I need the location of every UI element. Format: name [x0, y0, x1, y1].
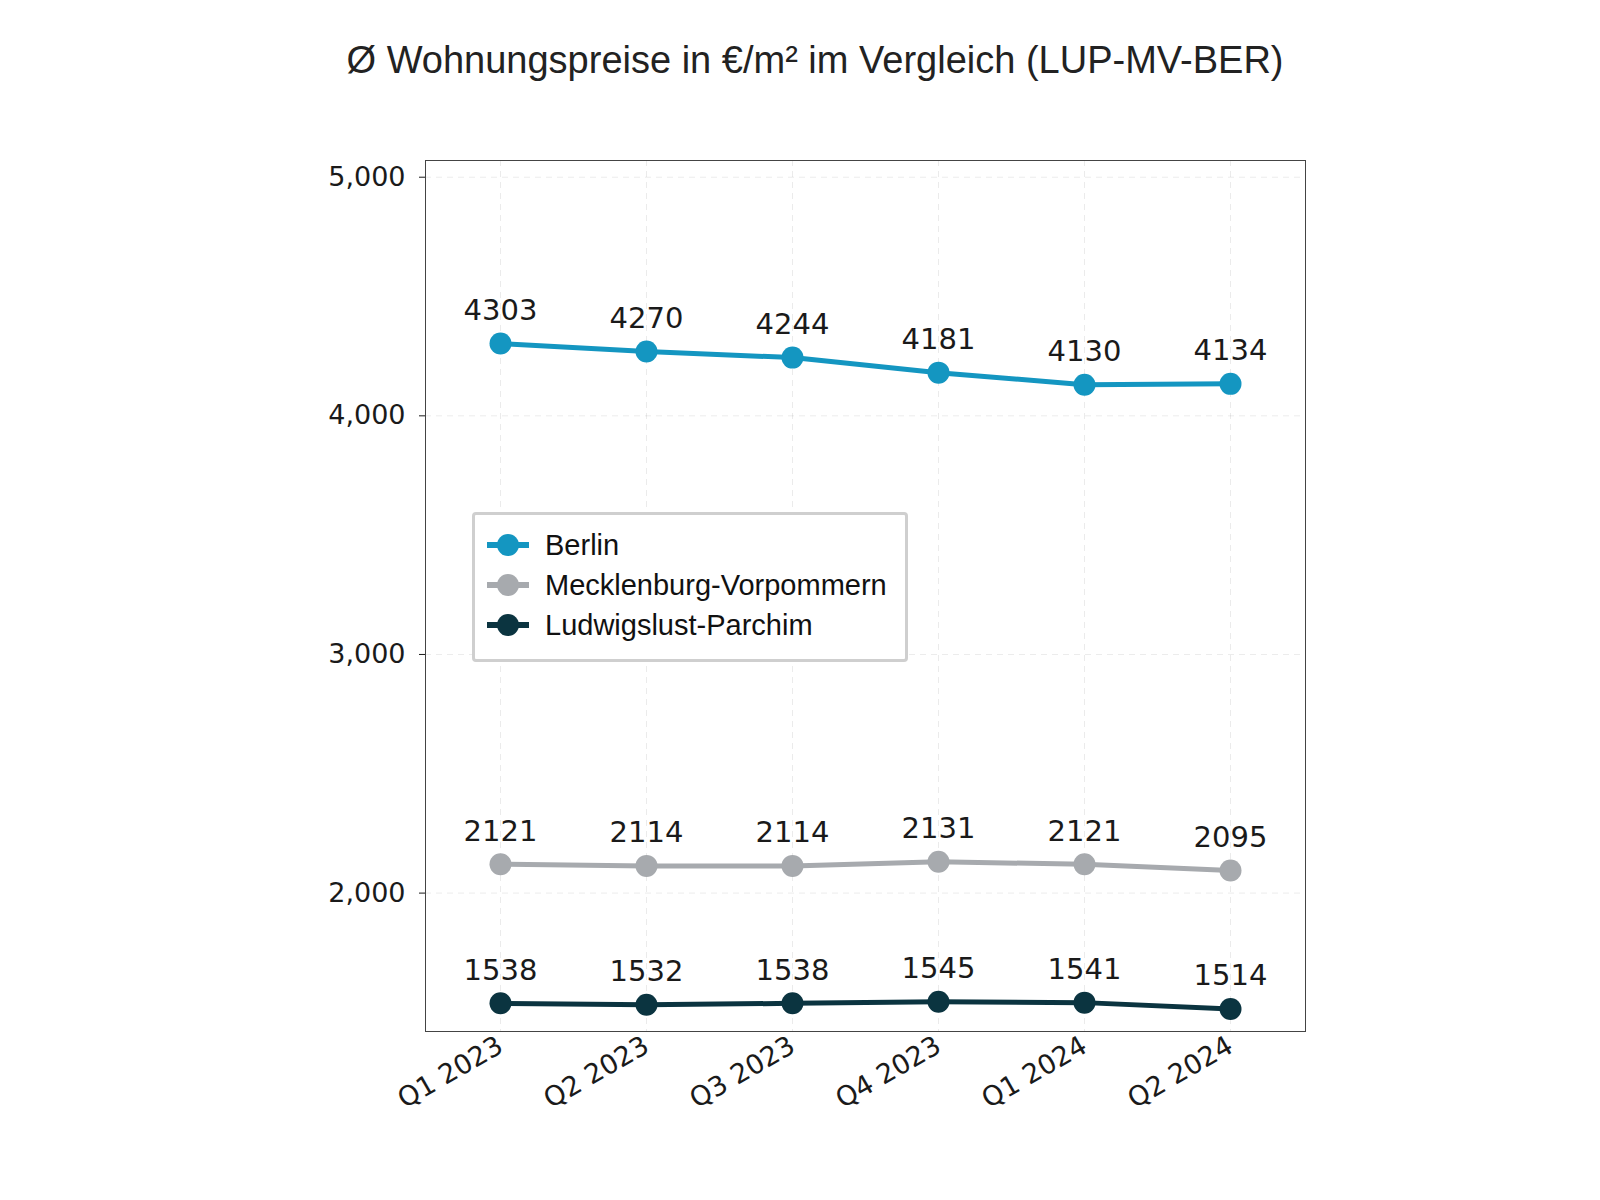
- svg-text:4270: 4270: [610, 301, 684, 335]
- svg-text:1538: 1538: [464, 953, 538, 987]
- svg-text:Q1 2024: Q1 2024: [976, 1029, 1092, 1114]
- svg-text:Q1 2023: Q1 2023: [392, 1029, 508, 1114]
- svg-text:5,000: 5,000: [328, 161, 405, 192]
- svg-text:Q2 2024: Q2 2024: [1122, 1029, 1238, 1114]
- svg-text:2,000: 2,000: [328, 877, 405, 908]
- svg-text:2131: 2131: [902, 811, 976, 845]
- svg-text:4244: 4244: [756, 307, 830, 341]
- svg-text:Q4 2023: Q4 2023: [830, 1029, 946, 1114]
- svg-text:1538: 1538: [756, 953, 830, 987]
- svg-text:3,000: 3,000: [328, 638, 405, 669]
- svg-text:1514: 1514: [1194, 958, 1268, 992]
- svg-text:Q3 2023: Q3 2023: [684, 1029, 800, 1114]
- html-text:Ludwigslust-Parchim: Ludwigslust-Parchim: [545, 608, 813, 641]
- svg-text:2095: 2095: [1194, 820, 1268, 854]
- svg-text:2121: 2121: [1048, 814, 1122, 848]
- svg-text:1532: 1532: [610, 954, 684, 988]
- svg-text:1545: 1545: [902, 951, 976, 985]
- svg-text:4130: 4130: [1048, 334, 1122, 368]
- html-text:Ø Wohnungspreise in €/m² im Ve: Ø Wohnungspreise in €/m² im Vergleich (L…: [346, 39, 1284, 81]
- html-text:Mecklenburg-Vorpommern: Mecklenburg-Vorpommern: [545, 568, 887, 601]
- svg-text:4181: 4181: [902, 322, 976, 356]
- svg-text:1541: 1541: [1048, 952, 1122, 986]
- html-text:Berlin: Berlin: [545, 528, 620, 561]
- svg-text:2121: 2121: [464, 814, 538, 848]
- svg-text:4,000: 4,000: [328, 399, 405, 430]
- svg-text:2114: 2114: [756, 815, 830, 849]
- svg-text:4303: 4303: [464, 293, 538, 327]
- svg-text:2114: 2114: [610, 815, 684, 849]
- svg-text:Q2 2023: Q2 2023: [538, 1029, 654, 1114]
- svg-text:4134: 4134: [1194, 333, 1268, 367]
